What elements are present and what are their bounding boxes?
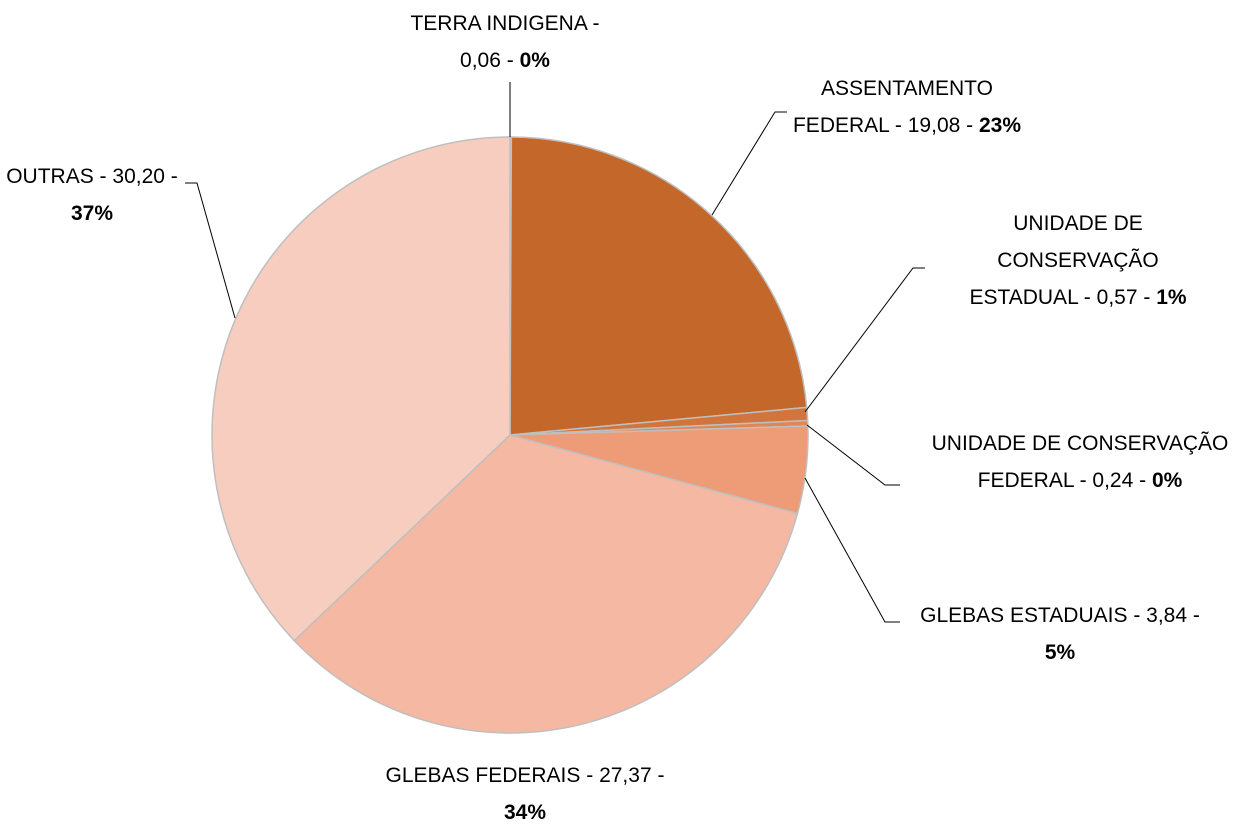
separator: - — [164, 165, 184, 188]
percentage-label: 0% — [519, 49, 550, 72]
separator: - — [1187, 604, 1206, 627]
percentage-label: 23% — [978, 114, 1022, 137]
data-label: UNIDADE DE CONSERVAÇÃO FEDERAL - 0,24 - … — [908, 425, 1253, 499]
category-name: GLEBAS ESTADUAIS — [920, 604, 1128, 627]
separator: - — [960, 114, 979, 137]
separator: - — [500, 49, 520, 72]
leader-line — [804, 267, 925, 413]
separator: - — [586, 12, 606, 35]
leader-line — [711, 111, 787, 216]
separator: - — [93, 165, 113, 188]
data-label: GLEBAS FEDERAIS - 27,37 - 34% — [380, 757, 670, 831]
value-label: 27,37 — [599, 764, 652, 787]
category-name: ASSENTAMENTO FEDERAL — [792, 77, 999, 137]
category-name: TERRA INDIGENA — [410, 12, 587, 35]
data-label: GLEBAS ESTADUAIS - 3,84 - 5% — [915, 597, 1205, 671]
leader-line — [185, 182, 236, 319]
separator: - — [1133, 469, 1152, 492]
separator: - — [1073, 469, 1093, 492]
value-label: 3,84 — [1146, 604, 1188, 627]
separator: - — [1137, 286, 1157, 309]
separator: - — [889, 114, 908, 137]
leader-line — [804, 477, 900, 623]
category-name: UNIDADE DE CONSERVAÇÃO FEDERAL — [931, 432, 1235, 492]
value-label: 0,24 — [1092, 469, 1134, 492]
percentage-label: 34% — [503, 801, 547, 824]
leader-line — [806, 424, 900, 486]
percentage-label: 37% — [70, 202, 114, 225]
value-label: 0,57 — [1096, 286, 1138, 309]
percentage-label: 1% — [1156, 286, 1187, 309]
pie-slice — [509, 136, 808, 436]
data-label: ASSENTAMENTO FEDERAL - 19,08 - 23% — [790, 70, 1025, 144]
category-name: UNIDADE DE CONSERVAÇÃO ESTADUAL — [969, 212, 1165, 309]
data-label: OUTRAS - 30,20 - 37% — [2, 158, 182, 232]
percentage-label: 5% — [1044, 641, 1076, 664]
value-label: 19,08 — [907, 114, 961, 137]
data-label: TERRA INDIGENA - 0,06 - 0% — [403, 5, 608, 79]
value-label: 30,20 — [112, 165, 165, 188]
pie-slice — [293, 434, 799, 734]
separator: - — [1127, 604, 1147, 627]
pie-slice — [211, 136, 511, 642]
data-label: UNIDADE DE CONSERVAÇÃO ESTADUAL - 0,57 -… — [953, 205, 1203, 316]
separator: - — [580, 764, 600, 787]
category-name: GLEBAS FEDERAIS — [385, 764, 581, 787]
separator: - — [1077, 286, 1097, 309]
category-name: OUTRAS — [6, 165, 94, 188]
value-label: 0,06 — [460, 49, 501, 72]
separator: - — [651, 764, 671, 787]
percentage-label: 0% — [1151, 469, 1183, 492]
